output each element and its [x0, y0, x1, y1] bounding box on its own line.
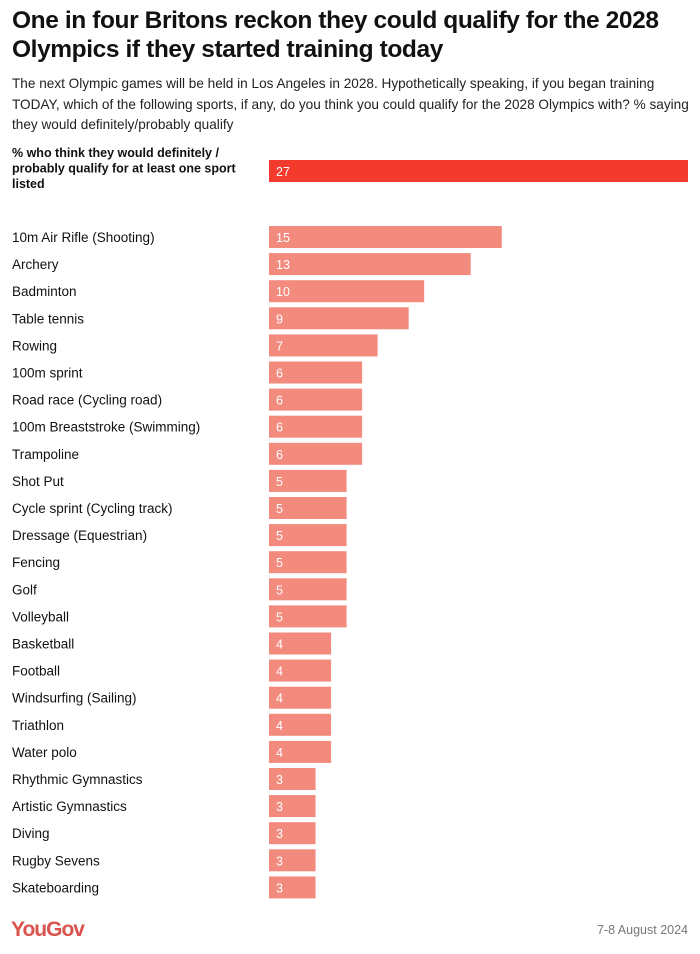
- value-label: 4: [276, 719, 283, 733]
- value-label: 15: [276, 231, 290, 245]
- category-label: Rhythmic Gymnastics: [12, 772, 143, 787]
- chart-subtitle: The next Olympic games will be held in L…: [12, 76, 689, 132]
- category-label: Basketball: [12, 637, 74, 652]
- survey-date: 7-8 August 2024: [596, 923, 688, 937]
- bar: [269, 686, 332, 709]
- category-label: Football: [12, 664, 60, 679]
- bar: [269, 551, 347, 574]
- value-label: 4: [276, 638, 283, 652]
- value-label: 9: [276, 312, 283, 326]
- value-label: 13: [276, 258, 290, 272]
- bar: [269, 524, 347, 547]
- value-label: 7: [276, 339, 283, 353]
- bar: [269, 361, 363, 384]
- value-label: 5: [276, 583, 283, 597]
- bar: [269, 497, 347, 519]
- value-label: 3: [276, 800, 283, 814]
- category-label: Trampoline: [12, 447, 79, 462]
- value-label: 5: [276, 556, 283, 570]
- category-label: Cycle sprint (Cycling track): [12, 501, 173, 516]
- value-label: 4: [276, 665, 283, 679]
- value-label: 6: [276, 367, 283, 381]
- summary-label: listed: [12, 177, 45, 191]
- bar: [269, 632, 332, 655]
- value-label: 3: [276, 773, 283, 787]
- bar: [269, 740, 332, 763]
- bar: [269, 713, 332, 736]
- category-label: Skateboarding: [12, 880, 99, 895]
- bar: [269, 822, 316, 845]
- category-label: Diving: [12, 826, 50, 841]
- value-label: 5: [276, 475, 283, 489]
- bar: [269, 280, 425, 303]
- category-label: Rugby Sevens: [12, 853, 100, 868]
- value-label: 5: [276, 610, 283, 624]
- category-label: 100m sprint: [12, 366, 83, 381]
- value-label: 3: [276, 881, 283, 895]
- category-label: 100m Breaststroke (Swimming): [12, 420, 200, 435]
- value-label: 3: [276, 854, 283, 868]
- category-label: Dressage (Equestrian): [12, 528, 147, 543]
- bar: [269, 226, 502, 248]
- bar: [269, 795, 316, 818]
- bar: [269, 388, 363, 411]
- value-label: 6: [276, 448, 283, 462]
- bar: [269, 442, 363, 465]
- category-label: Rowing: [12, 338, 57, 353]
- bar: [269, 605, 347, 628]
- category-label: Triathlon: [12, 718, 64, 733]
- category-label: Golf: [12, 582, 37, 597]
- value-label: 10: [276, 285, 290, 299]
- yougov-logo: YouGov: [11, 918, 85, 941]
- category-label: Artistic Gymnastics: [12, 799, 127, 814]
- bar: [269, 307, 409, 330]
- bar: [269, 768, 316, 790]
- summary-label: probably qualify for at least one sport: [12, 162, 236, 176]
- value-label: 5: [276, 529, 283, 543]
- bar: [269, 578, 347, 601]
- category-label: Windsurfing (Sailing): [12, 691, 137, 706]
- category-label: Shot Put: [12, 474, 64, 489]
- value-label: 5: [276, 502, 283, 516]
- value-label: 3: [276, 827, 283, 841]
- value-label: 4: [276, 746, 283, 760]
- bar: [269, 415, 363, 438]
- value-label: 6: [276, 421, 283, 435]
- bar: [269, 253, 471, 276]
- category-label: Badminton: [12, 284, 77, 299]
- category-label: Volleyball: [12, 609, 69, 624]
- bar: [269, 876, 316, 899]
- category-label: Water polo: [12, 745, 77, 760]
- category-label: 10m Air Rifle (Shooting): [12, 230, 155, 245]
- category-label: Table tennis: [12, 311, 84, 326]
- bar: [269, 334, 378, 357]
- value-label: 6: [276, 394, 283, 408]
- bar: [269, 849, 316, 872]
- bar: [269, 469, 347, 492]
- summary-bar: [269, 160, 688, 182]
- summary-label: % who think they would definitely /: [12, 146, 219, 160]
- category-label: Archery: [12, 257, 59, 272]
- summary-value-label: 27: [276, 165, 290, 179]
- category-label: Fencing: [12, 555, 60, 570]
- value-label: 4: [276, 692, 283, 706]
- category-label: Road race (Cycling road): [12, 393, 162, 408]
- bar: [269, 659, 332, 682]
- chart-title: One in four Britons reckon they could qu…: [12, 7, 659, 63]
